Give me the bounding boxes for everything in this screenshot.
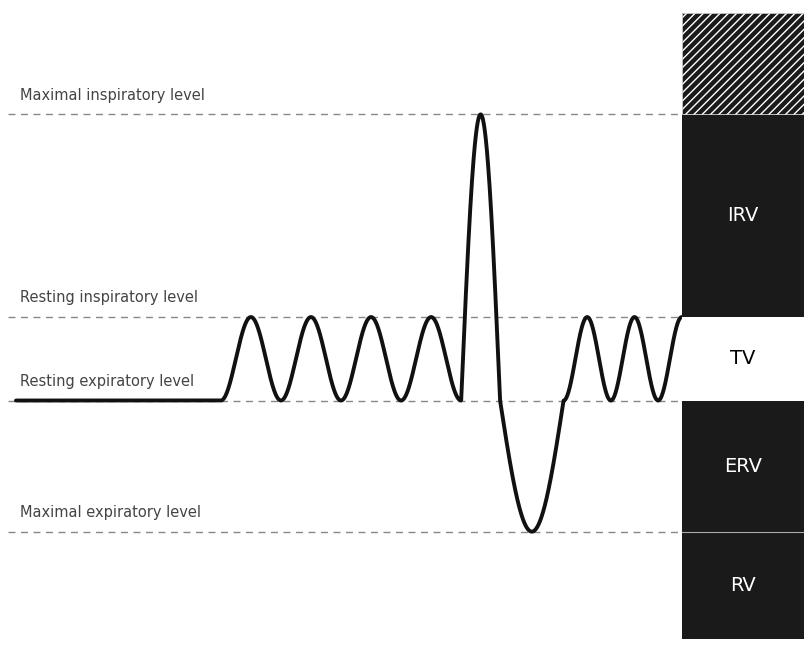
Text: Maximal expiratory level: Maximal expiratory level [20, 505, 200, 520]
Bar [681, 317, 803, 400]
Text: Resting expiratory level: Resting expiratory level [20, 374, 194, 389]
Bar [681, 13, 803, 639]
Text: RV: RV [729, 576, 755, 595]
Bar [681, 13, 803, 114]
Text: ERV: ERV [723, 456, 761, 475]
Text: Maximal inspiratory level: Maximal inspiratory level [20, 88, 204, 103]
Text: IRV: IRV [726, 206, 757, 225]
Text: TV: TV [729, 349, 754, 368]
Text: Resting inspiratory level: Resting inspiratory level [20, 291, 198, 306]
